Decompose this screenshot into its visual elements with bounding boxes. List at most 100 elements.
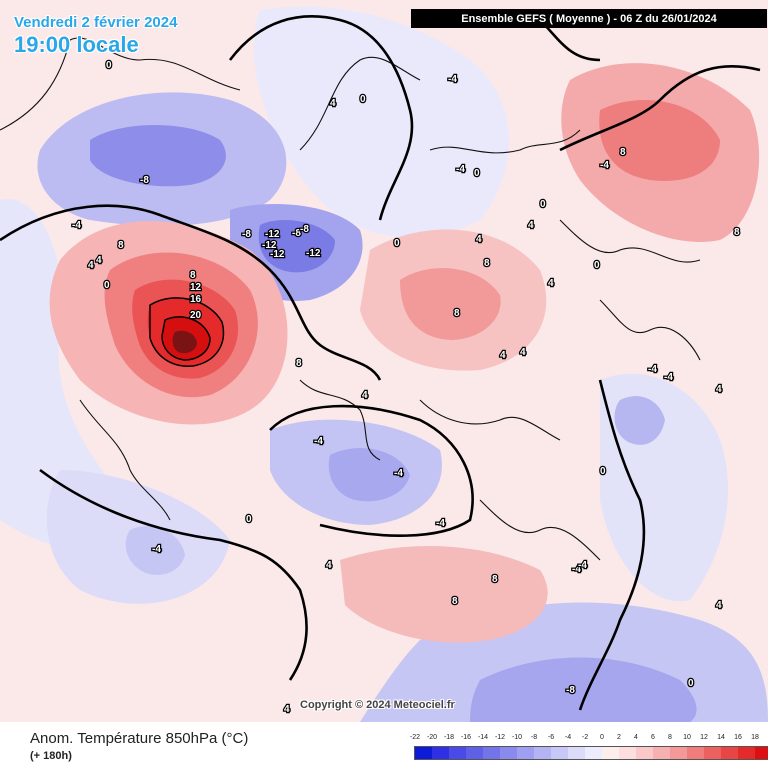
contour-label: 0 — [688, 678, 694, 689]
color-scale-swatch — [415, 747, 432, 759]
model-run-banner: Ensemble GEFS ( Moyenne ) - 06 Z du 26/0… — [411, 9, 767, 28]
contour-label: -8 — [242, 229, 251, 240]
color-scale-tick: -4 — [564, 734, 572, 741]
color-scale-swatch — [670, 747, 687, 759]
color-scale-labels: -22 -20 -18 -16 -14 -12 -10 -8 -6 -4 -2 0 2 4 6 8 10 12 14… — [410, 734, 759, 744]
contour-label: 8 — [452, 596, 458, 607]
color-scale-bar — [414, 746, 768, 760]
contour-label: -4 — [600, 160, 609, 171]
contour-label: 16 — [190, 294, 202, 305]
anomaly-area-blue-asia-core — [470, 657, 697, 722]
lead-time: (+ 180h) — [30, 750, 72, 762]
anomaly-area-cold-pacific — [125, 526, 185, 575]
color-scale-tick: 16 — [734, 734, 742, 741]
contour-label: -4 — [448, 74, 457, 85]
color-scale-swatch — [585, 747, 602, 759]
color-scale-swatch — [721, 747, 738, 759]
contour-label: 0 — [394, 238, 400, 249]
contour-label: -4 — [664, 372, 673, 383]
color-scale-tick: 18 — [751, 734, 759, 741]
contour-label: 8 — [454, 308, 460, 319]
contour-label: -8 — [140, 175, 149, 186]
contour-label: 4 — [528, 220, 534, 231]
contour-label: -4 — [314, 436, 323, 447]
color-scale-swatch — [653, 747, 670, 759]
color-scale-tick: -18 — [443, 734, 455, 741]
color-scale-swatch — [619, 747, 636, 759]
contour-label: 8 — [296, 358, 302, 369]
anomaly-area-pale-blue-pole — [253, 6, 509, 238]
anomaly-area-cold-east-asia — [614, 396, 665, 445]
contour-label: 4 — [362, 390, 368, 401]
contour-label: 4 — [548, 278, 554, 289]
contour-label: -12 — [262, 240, 277, 251]
contour-label: -4 — [72, 220, 81, 231]
forecast-local-time: 19:00 locale — [14, 32, 139, 57]
contour-label: -4 — [578, 560, 587, 571]
color-scale-swatch — [687, 747, 704, 759]
color-scale-swatch — [517, 747, 534, 759]
contour-label: 4 — [96, 255, 102, 266]
contour-label: -4 — [436, 518, 445, 529]
contour-label: 0 — [106, 60, 112, 71]
color-scale-tick: 14 — [717, 734, 725, 741]
contour-label: -4 — [456, 164, 465, 175]
warm-contours — [149, 297, 225, 367]
contour-label: 8 — [484, 258, 490, 269]
color-scale-swatch — [449, 747, 466, 759]
contour-label: -4 — [648, 364, 657, 375]
contour-label: 0 — [246, 514, 252, 525]
color-scale-tick: -20 — [426, 734, 438, 741]
color-scale-swatch — [551, 747, 568, 759]
contour-labels: 0 -4 4 0 -4 -8 4 0 -4 8 -4 8 -8 -12 -12 … — [71, 59, 742, 717]
color-scale-tick: -6 — [547, 734, 555, 741]
color-scale-swatch — [704, 747, 721, 759]
color-scale-tick: -10 — [511, 734, 523, 741]
color-scale-swatch — [534, 747, 551, 759]
contour-label: 4 — [476, 234, 482, 245]
contour-label: 0 — [540, 199, 546, 210]
contour-label: -12 — [270, 249, 285, 260]
contour-label: -8 — [292, 228, 301, 239]
contour-label: 0 — [360, 94, 366, 105]
color-scale-tick: -2 — [581, 734, 589, 741]
contour-label: 4 — [716, 600, 722, 611]
color-scale-tick: -14 — [477, 734, 489, 741]
contour-label: 4 — [520, 347, 526, 358]
contour-label: 4 — [88, 260, 94, 271]
contour-label: 12 — [190, 282, 202, 293]
color-scale-swatch — [500, 747, 517, 759]
color-scale-tick: 2 — [617, 734, 621, 741]
color-scale-swatch — [755, 747, 768, 759]
contour-label: -4 — [572, 564, 581, 575]
color-scale-tick: -12 — [494, 734, 506, 741]
contour-label: -12 — [265, 229, 280, 240]
color-scale-tick: 6 — [651, 734, 655, 741]
contour-label: 4 — [716, 384, 722, 395]
contour-label: 4 — [326, 560, 332, 571]
color-scale-swatch — [466, 747, 483, 759]
color-scale-swatch — [432, 747, 449, 759]
contour-label: 0 — [104, 280, 110, 291]
contour-label: 0 — [474, 168, 480, 179]
color-scale-tick: 0 — [600, 734, 604, 741]
contour-label: 8 — [492, 574, 498, 585]
anomaly-area-warm-america-core — [172, 330, 197, 354]
anomaly-area-cold-europe-core — [328, 447, 410, 502]
color-scale-tick: 8 — [668, 734, 672, 741]
parameter-title: Anom. Température 850hPa (°C) — [30, 730, 249, 747]
anomaly-area-pale-blue-west — [0, 199, 150, 550]
contour-label: -4 — [152, 544, 161, 555]
color-scale-swatch — [636, 747, 653, 759]
color-scale-tick: 12 — [700, 734, 708, 741]
color-scale-swatch — [738, 747, 755, 759]
model-run-label: Ensemble GEFS ( Moyenne ) - 06 Z du 26/0… — [461, 12, 717, 25]
contour-label: 0 — [594, 260, 600, 271]
color-scale-tick: -16 — [460, 734, 472, 741]
color-scale-tick: 4 — [634, 734, 638, 741]
copyright-notice: Copyright © 2024 Meteociel.fr — [300, 699, 455, 711]
color-scale-tick: 10 — [683, 734, 691, 741]
contour-label: -12 — [306, 248, 321, 259]
contour-label: -8 — [566, 685, 575, 696]
